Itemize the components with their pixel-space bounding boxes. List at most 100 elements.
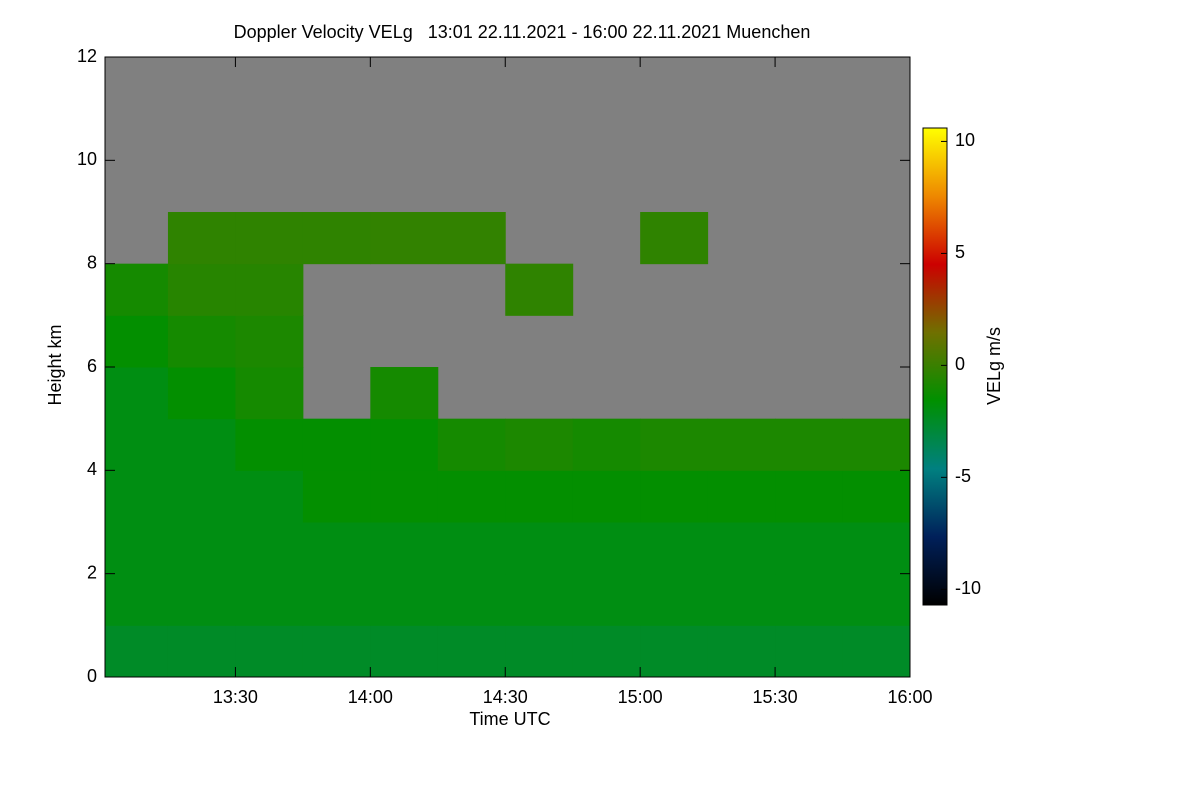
heatmap-cell (640, 418, 709, 471)
heatmap-cell (437, 212, 506, 265)
heatmap-cell (842, 522, 911, 575)
colorbar-tick-label: -5 (955, 466, 971, 486)
heatmap-cell (640, 522, 709, 575)
heatmap-cell (302, 522, 371, 575)
heatmap-cell (235, 573, 304, 626)
y-tick-label: 0 (87, 666, 97, 686)
x-tick-label: 13:30 (213, 687, 258, 707)
heatmap-cell (505, 522, 574, 575)
y-tick-label: 12 (77, 46, 97, 66)
heatmap-cell (167, 315, 236, 368)
heatmap-cell (842, 470, 911, 523)
heatmap-cell (437, 625, 506, 678)
heatmap-cell (640, 212, 709, 265)
heatmap-cell (167, 418, 236, 471)
heatmap-cell (572, 470, 641, 523)
heatmap-cell (105, 367, 169, 420)
heatmap-cell (302, 418, 371, 471)
heatmap-cell (370, 212, 439, 265)
heatmap-cell (707, 418, 776, 471)
x-tick-label: 15:30 (753, 687, 798, 707)
colorbar (922, 127, 948, 606)
heatmap-cell (105, 470, 169, 523)
heatmap-cell (775, 625, 844, 678)
heatmap-cell (572, 522, 641, 575)
heatmap-cell (842, 625, 911, 678)
x-tick-label: 14:30 (483, 687, 528, 707)
heatmap-cell (167, 522, 236, 575)
heatmap-cell (842, 573, 911, 626)
heatmap-cell (640, 625, 709, 678)
heatmap-cell (505, 263, 574, 316)
heatmap-cell (437, 418, 506, 471)
heatmap-cell (167, 625, 236, 678)
heatmap-cell (105, 315, 169, 368)
x-tick-label: 15:00 (618, 687, 663, 707)
heatmap-cell (105, 263, 169, 316)
heatmap-cell (640, 573, 709, 626)
x-tick-label: 16:00 (887, 687, 932, 707)
heatmap-cell (640, 470, 709, 523)
heatmap-cell (775, 522, 844, 575)
heatmap-cell (105, 418, 169, 471)
heatmap-cell (235, 418, 304, 471)
heatmap-cell (370, 367, 439, 420)
heatmap-cell (437, 522, 506, 575)
heatmap-cell (505, 418, 574, 471)
heatmap-cell (235, 263, 304, 316)
heatmap-cell (302, 470, 371, 523)
heatmap-cell (775, 418, 844, 471)
heatmap-cell (572, 625, 641, 678)
heatmap-cell (302, 573, 371, 626)
colorbar-tick-label: 5 (955, 242, 965, 262)
heatmap-cell (370, 573, 439, 626)
heatmap-cell (105, 522, 169, 575)
heatmap-cell (707, 522, 776, 575)
heatmap-cell (167, 573, 236, 626)
colorbar-tick-label: 10 (955, 130, 975, 150)
heatmap-cell (167, 367, 236, 420)
x-axis-label: Time UTC (469, 709, 550, 729)
chart-title: Doppler Velocity VELg 13:01 22.11.2021 -… (234, 22, 811, 42)
heatmap-cell (572, 418, 641, 471)
heatmap-cell (235, 212, 304, 265)
heatmap-cell (235, 522, 304, 575)
heatmap-cell (572, 573, 641, 626)
x-tick-label: 14:00 (348, 687, 393, 707)
y-tick-label: 4 (87, 459, 97, 479)
heatmap-cell (167, 212, 236, 265)
colorbar-tick-label: -10 (955, 578, 981, 598)
heatmap-cell (167, 470, 236, 523)
y-tick-label: 2 (87, 562, 97, 582)
heatmap-cell (105, 573, 169, 626)
y-axis-label: Height km (45, 324, 65, 405)
heatmap-cell (505, 470, 574, 523)
heatmap-cell (167, 263, 236, 316)
heatmap-cell (370, 625, 439, 678)
heatmap-cell (105, 625, 169, 678)
heatmap-cell (235, 625, 304, 678)
heatmap-cell (842, 418, 911, 471)
heatmap-cell (235, 470, 304, 523)
y-tick-label: 6 (87, 356, 97, 376)
heatmap-cell (505, 625, 574, 678)
heatmap-cell (707, 625, 776, 678)
heatmap-cell (505, 573, 574, 626)
colorbar-tick-label: 0 (955, 354, 965, 374)
heatmap-cell (302, 212, 371, 265)
y-tick-label: 8 (87, 252, 97, 272)
heatmap-cell (775, 573, 844, 626)
y-tick-label: 10 (77, 149, 97, 169)
heatmap-cell (437, 470, 506, 523)
heatmap-cell (775, 470, 844, 523)
colorbar-label: VELg m/s (984, 327, 1004, 405)
heatmap-cell (235, 315, 304, 368)
heatmap-cell (370, 418, 439, 471)
heatmap-cell (707, 470, 776, 523)
heatmap-cell (437, 573, 506, 626)
heatmap-cell (707, 573, 776, 626)
heatmap-cell (370, 470, 439, 523)
heatmap-cell (302, 625, 371, 678)
heatmap-cell (370, 522, 439, 575)
